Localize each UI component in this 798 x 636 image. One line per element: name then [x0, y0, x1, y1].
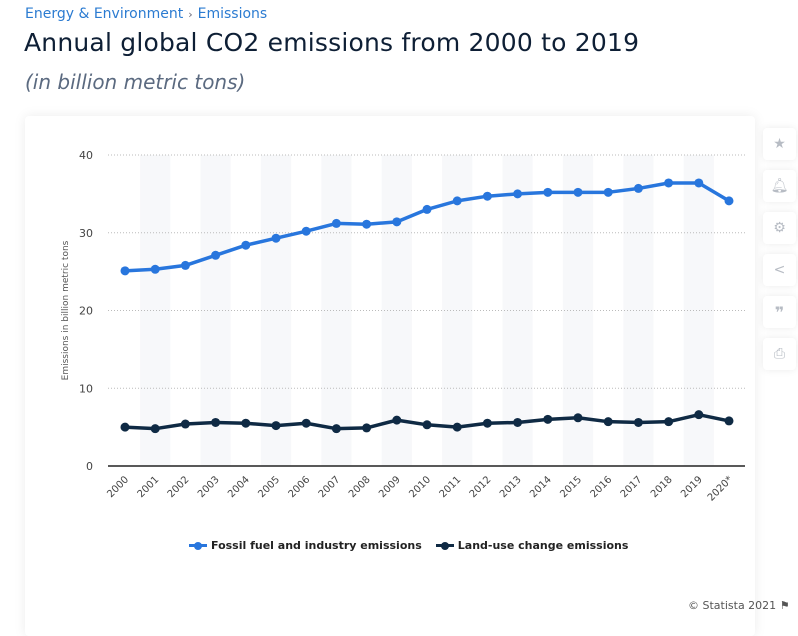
quote-icon[interactable]: ❞ — [763, 296, 796, 328]
sidebar-actions: ★ 🔔︎ ⚙ < ❞ ⎙ — [763, 128, 796, 380]
legend-swatch — [435, 541, 454, 550]
data-point — [120, 266, 130, 276]
copyright-text: © Statista 2021 — [688, 599, 777, 612]
data-point — [271, 233, 281, 243]
data-point — [422, 420, 432, 430]
x-tick-label: 2017 — [619, 474, 645, 500]
x-tick-label: 2010 — [407, 474, 433, 500]
share-icon[interactable]: < — [763, 254, 796, 286]
gear-icon[interactable]: ⚙ — [763, 212, 796, 244]
data-point — [271, 421, 281, 431]
y-axis-label: Emissions in billion metric tons — [61, 240, 71, 380]
data-point — [331, 424, 341, 434]
flag-icon[interactable]: ⚑ — [779, 599, 790, 612]
data-point — [241, 418, 251, 428]
x-tick-label: 2008 — [347, 474, 373, 500]
page-subtitle: (in billion metric tons) — [25, 70, 246, 94]
y-tick-label: 0 — [86, 460, 93, 473]
x-tick-label: 2007 — [317, 474, 343, 500]
data-point — [664, 417, 674, 427]
data-point — [150, 424, 160, 434]
legend-swatch — [189, 541, 207, 550]
data-point — [694, 410, 704, 420]
x-tick-label: 2012 — [468, 474, 494, 500]
data-point — [543, 187, 553, 197]
breadcrumb-link-emissions[interactable]: Emissions — [197, 6, 268, 22]
copyright: © Statista 2021 ⚑ — [688, 599, 790, 612]
legend-label: Land-use change emissions — [457, 539, 629, 552]
data-point — [362, 219, 372, 229]
data-point — [482, 418, 492, 428]
x-tick-label: 2020* — [706, 474, 735, 503]
x-tick-label: 2009 — [377, 474, 403, 500]
data-point — [664, 178, 674, 188]
data-point — [180, 260, 190, 270]
data-point — [633, 183, 643, 193]
data-point — [150, 264, 160, 274]
x-tick-label: 2018 — [649, 474, 675, 500]
data-point — [301, 226, 311, 236]
data-point — [513, 417, 523, 427]
x-tick-label: 2016 — [589, 474, 615, 500]
y-tick-label: 10 — [79, 382, 93, 395]
x-tick-label: 2011 — [438, 474, 464, 500]
y-tick-label: 20 — [79, 305, 93, 318]
column-band — [683, 155, 714, 466]
data-point — [301, 418, 311, 428]
x-tick-label: 2005 — [256, 474, 282, 500]
data-point — [603, 417, 613, 427]
data-point — [331, 218, 341, 228]
bell-icon[interactable]: 🔔︎ — [763, 170, 796, 202]
data-point — [362, 423, 372, 433]
x-tick-label: 2002 — [166, 474, 192, 500]
page-title: Annual global CO2 emissions from 2000 to… — [24, 28, 640, 57]
print-icon[interactable]: ⎙ — [763, 338, 796, 370]
x-tick-label: 2006 — [287, 474, 313, 500]
data-point — [392, 217, 402, 227]
x-tick-label: 2000 — [105, 474, 131, 500]
data-point — [543, 414, 553, 424]
x-tick-label: 2001 — [136, 474, 162, 500]
x-tick-label: 2015 — [558, 474, 584, 500]
x-tick-label: 2014 — [528, 474, 554, 500]
data-point — [422, 204, 432, 214]
data-point — [241, 240, 251, 250]
data-point — [452, 196, 462, 206]
data-point — [633, 417, 643, 427]
data-point — [513, 189, 523, 199]
x-tick-label: 2003 — [196, 474, 222, 500]
data-point — [603, 187, 613, 197]
legend-item-fossil[interactable]: Fossil fuel and industry emissions — [189, 539, 422, 552]
data-point — [724, 196, 734, 206]
legend-item-land-use[interactable]: Land-use change emissions — [435, 539, 629, 552]
data-point — [211, 417, 221, 427]
legend-label: Fossil fuel and industry emissions — [211, 539, 422, 552]
x-tick-label: 2004 — [226, 474, 252, 500]
data-point — [724, 416, 734, 426]
x-tick-label: 2019 — [679, 474, 705, 500]
breadcrumb: Energy & Environment › Emissions — [25, 6, 267, 22]
star-icon[interactable]: ★ — [763, 128, 796, 160]
data-point — [180, 419, 190, 429]
data-point — [120, 422, 130, 432]
data-point — [573, 187, 583, 197]
data-point — [452, 422, 462, 432]
data-point — [482, 191, 492, 201]
data-point — [694, 178, 704, 188]
breadcrumb-link-energy[interactable]: Energy & Environment — [25, 6, 184, 22]
data-point — [392, 415, 402, 425]
x-tick-label: 2013 — [498, 474, 524, 500]
data-point — [211, 250, 221, 260]
y-tick-label: 40 — [79, 149, 93, 162]
breadcrumb-separator: › — [188, 8, 193, 21]
data-point — [573, 413, 583, 423]
y-tick-label: 30 — [79, 227, 93, 240]
legend: Fossil fuel and industry emissions Land-… — [189, 539, 628, 552]
